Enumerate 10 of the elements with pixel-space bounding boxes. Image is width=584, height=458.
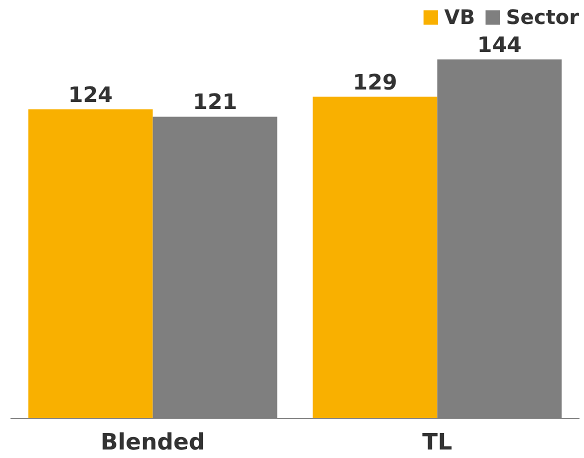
data-label: 121 [192, 90, 238, 116]
legend-label: Sector [506, 5, 579, 29]
bar [28, 109, 153, 418]
data-label: 129 [352, 70, 398, 96]
x-tick-label: TL [422, 430, 452, 456]
bar [312, 96, 438, 418]
legend-label: VB [444, 5, 475, 29]
data-label: 144 [477, 32, 522, 58]
x-tick-label: Blended [100, 430, 205, 456]
data-label: 124 [68, 82, 113, 108]
